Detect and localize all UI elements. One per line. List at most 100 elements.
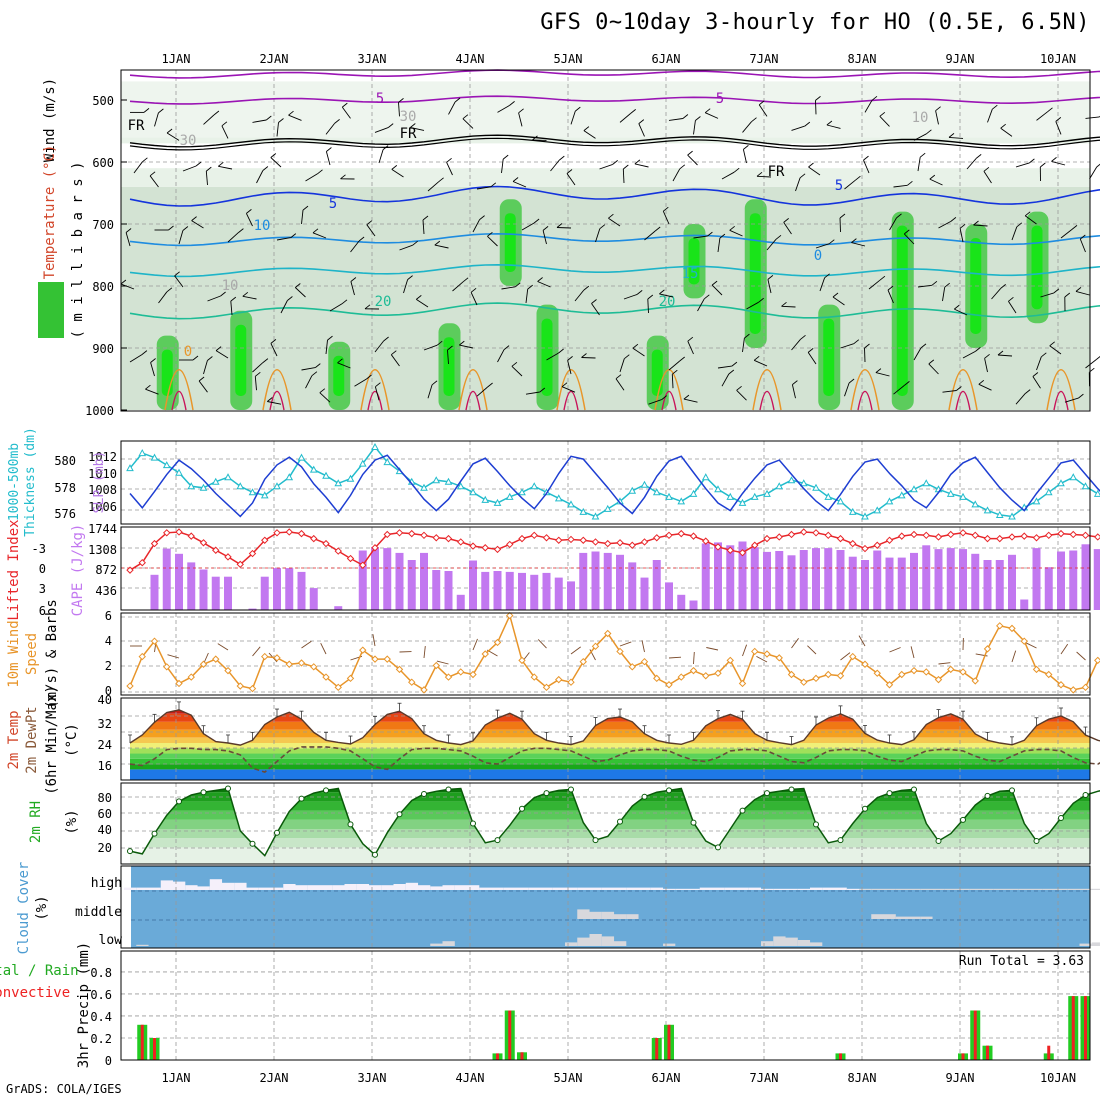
rh2m-series-marker xyxy=(863,806,868,811)
date-label-bottom: 10JAN xyxy=(1040,1071,1076,1085)
date-label-top: 4JAN xyxy=(456,52,485,66)
rh-tower-core xyxy=(897,226,908,396)
date-label-bottom: 7JAN xyxy=(750,1071,779,1085)
wind10m-tick: 2 xyxy=(105,659,112,673)
wind10m-ylabel-2: Speed xyxy=(24,633,40,675)
temp2m-ylabel-3: (6hr Min/Max) xyxy=(44,685,60,795)
temp-band xyxy=(121,764,1090,769)
run-total-label: Run Total = 3.63 xyxy=(959,954,1084,969)
rh2m-tick: 60 xyxy=(98,807,112,821)
lifted-index-series-marker xyxy=(838,536,844,542)
wind10m-series-marker xyxy=(997,623,1003,629)
rh2m-series-marker xyxy=(495,838,500,843)
lifted-index-series-marker xyxy=(1034,535,1040,541)
rh2m-series-marker xyxy=(446,787,451,792)
lifted-index-series-marker xyxy=(593,539,599,545)
lifted-index-series-marker xyxy=(519,536,525,542)
cloud-high-bar xyxy=(455,885,467,890)
cape-bar xyxy=(420,553,428,610)
wind10m-barb xyxy=(253,647,261,656)
rh-legend-swatch xyxy=(38,282,64,338)
cloud-high-bar xyxy=(320,885,332,890)
rh-tower-core xyxy=(823,319,834,396)
temp2m-ylabel-4: (°C) xyxy=(64,723,80,757)
precip-conv-bar xyxy=(508,1011,511,1061)
cape-bar xyxy=(187,562,195,610)
lifted-index-series-marker xyxy=(421,532,427,538)
precip-tick: 0 xyxy=(105,1054,112,1068)
cloud-high-bar xyxy=(443,885,455,890)
cloud-high-bar xyxy=(1018,889,1030,890)
contour-label: 10 xyxy=(222,278,239,294)
cloud-high-bar xyxy=(467,885,479,890)
rh2m-tick: 40 xyxy=(98,823,112,837)
cloud-high-bar xyxy=(185,885,197,890)
cloud-high-bar xyxy=(222,883,234,890)
rh-band xyxy=(121,811,1090,820)
cloud-high-bar xyxy=(1006,889,1018,890)
cloud-high-bar xyxy=(1031,889,1043,890)
rh2m-series-marker xyxy=(716,845,721,850)
cape-bar xyxy=(273,568,281,610)
cloud-high-bar xyxy=(786,889,798,890)
cape-bar xyxy=(775,551,783,610)
cloud-high-bar xyxy=(933,889,945,890)
cape-bar xyxy=(714,542,722,610)
cape-bar xyxy=(298,572,306,610)
date-label-top: 3JAN xyxy=(358,52,387,66)
lifted-index-series-marker xyxy=(531,532,537,538)
cape-bar xyxy=(886,558,894,610)
cloud-high-bar xyxy=(234,883,246,890)
cloud-high-bar xyxy=(920,889,932,890)
cape-bar xyxy=(518,573,526,610)
wind10m-barb xyxy=(807,646,816,654)
precip-frame xyxy=(121,951,1090,1060)
wind10m-series-marker xyxy=(703,673,709,679)
cape-bar xyxy=(383,548,391,610)
profile-tick: 900 xyxy=(92,342,114,356)
lifted-index-series-marker xyxy=(482,545,488,551)
cape-bar xyxy=(751,547,759,610)
rh-band xyxy=(121,783,1090,792)
rh2m-series-marker xyxy=(201,790,206,795)
thickness-left-tick: 576 xyxy=(54,507,76,521)
cape-bar xyxy=(334,606,342,610)
date-label-bottom: 5JAN xyxy=(554,1071,583,1085)
profile-tick: 1000 xyxy=(85,404,114,418)
lifted-index-series-marker xyxy=(495,546,501,552)
wind10m-barb xyxy=(620,642,631,646)
date-label-top: 9JAN xyxy=(946,52,975,66)
cloud-high-bar xyxy=(663,889,675,890)
wind10m-series-marker xyxy=(299,660,305,666)
cloud-high-bar xyxy=(173,882,185,890)
cloud-mid-bar xyxy=(590,912,602,919)
rh2m-series-marker xyxy=(324,788,329,793)
cape-bar xyxy=(788,555,796,610)
cloud-high-bar xyxy=(271,888,283,890)
rh2m-series-marker xyxy=(1059,815,1064,820)
rh2m-series-marker xyxy=(887,791,892,796)
cloud-high-bar xyxy=(1043,889,1055,890)
precip-conv-bar xyxy=(839,1053,842,1060)
cloud-high-bar xyxy=(332,885,344,890)
lifted-index-series-marker xyxy=(960,530,966,536)
rh2m-series-marker xyxy=(1083,792,1088,797)
lifted-index-series-marker xyxy=(299,531,305,537)
rh2m-series-marker xyxy=(348,822,353,827)
cape-bar xyxy=(628,562,636,610)
wind10m-barb xyxy=(1012,651,1016,662)
rh2m-ylabel: 2m RH xyxy=(28,801,44,843)
wind10m-series-marker xyxy=(1034,666,1040,672)
cloud-high-bar xyxy=(296,885,308,890)
rh2m-series-marker xyxy=(618,819,623,824)
cape-bar xyxy=(959,549,967,610)
cloud-high-bar xyxy=(528,888,540,890)
cape-bar xyxy=(359,551,367,611)
cape-bar xyxy=(898,558,906,610)
lifted-index-series-marker xyxy=(1083,532,1089,538)
cape-bar xyxy=(506,572,514,610)
lifted-index-series-marker xyxy=(972,532,978,538)
lifted-index-tick: 0 xyxy=(39,562,46,576)
wind10m-barb xyxy=(792,638,799,648)
cape-bar xyxy=(763,552,771,610)
